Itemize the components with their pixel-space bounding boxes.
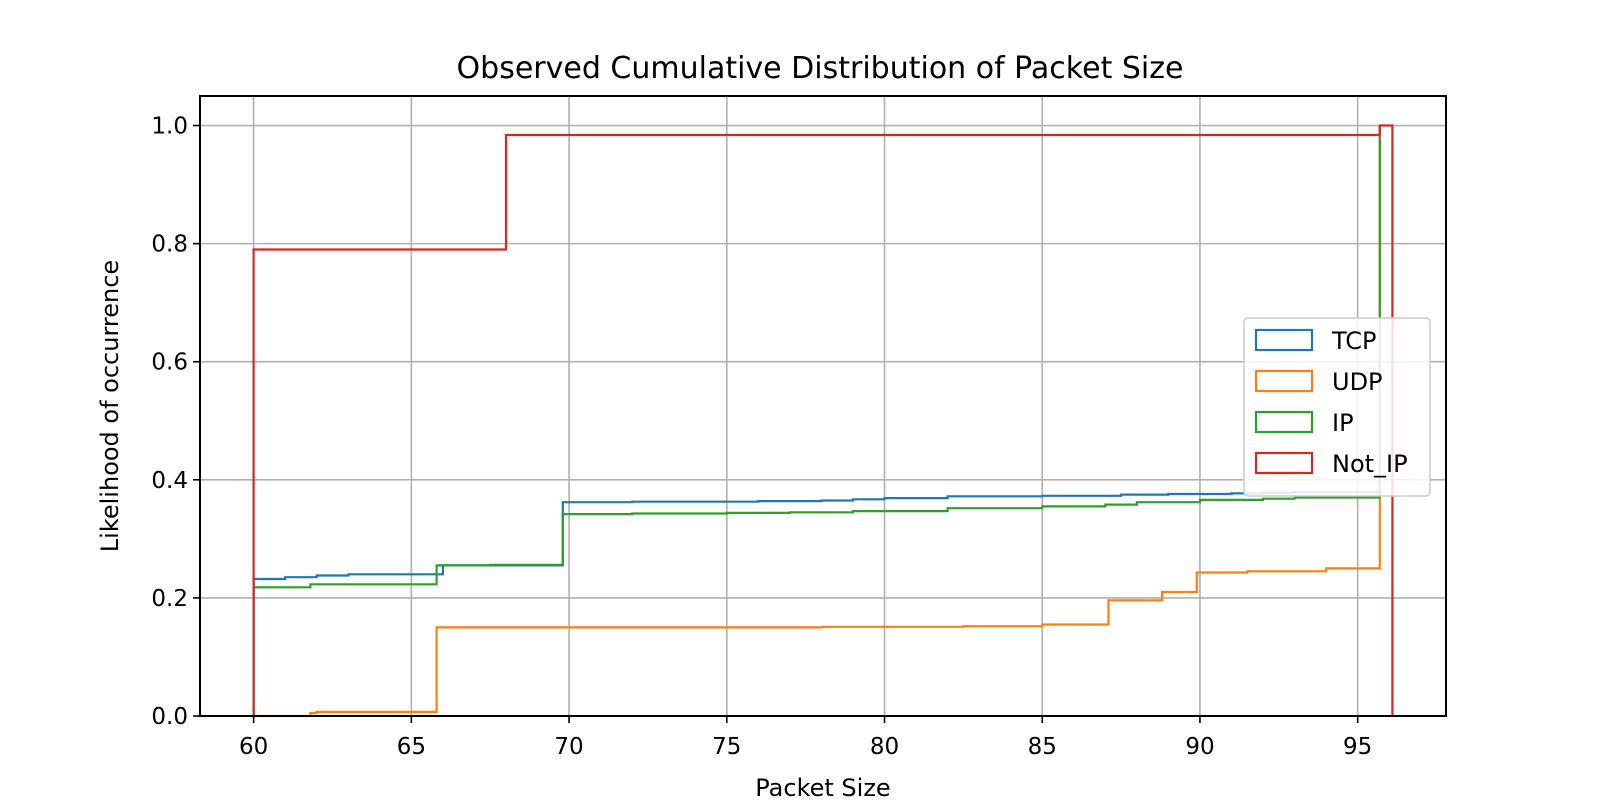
series-line-not-ip xyxy=(252,124,1394,716)
y-tick-label: 1.0 xyxy=(151,114,188,140)
x-tick-label: 65 xyxy=(397,734,426,760)
y-tick-label: 0.0 xyxy=(151,704,188,730)
series-line-ip xyxy=(252,125,1381,716)
series-line-udp xyxy=(253,125,1381,718)
x-tick-label: 70 xyxy=(554,734,583,760)
y-tick-label: 0.8 xyxy=(151,232,188,258)
x-tick-label: 75 xyxy=(712,734,741,760)
x-tick-label: 60 xyxy=(239,734,268,760)
y-tick-label: 0.6 xyxy=(151,350,188,376)
legend: TCP UDP IP Not_IP xyxy=(1243,317,1431,497)
legend-label-ip: IP xyxy=(1332,409,1354,437)
legend-label-udp: UDP xyxy=(1332,368,1383,396)
series-group xyxy=(252,124,1394,718)
ticks: 60 65 70 75 80 85 90 95 0.0 0.2 0.4 0.6 0.8 1.0 xyxy=(151,114,1372,760)
legend-swatch-not-ip xyxy=(1254,451,1314,475)
series-line-tcp xyxy=(252,491,1381,716)
legend-box xyxy=(1243,317,1431,497)
legend-label-not-ip: Not_IP xyxy=(1332,450,1408,478)
y-tick-label: 0.2 xyxy=(151,586,188,612)
x-tick-label: 85 xyxy=(1028,734,1057,760)
x-axis-label: Packet Size xyxy=(755,774,890,800)
legend-swatch-ip xyxy=(1254,410,1314,434)
chart-title: Observed Cumulative Distribution of Pack… xyxy=(457,51,1184,86)
x-tick-label: 90 xyxy=(1185,734,1214,760)
legend-swatch-tcp xyxy=(1254,328,1314,352)
legend-swatch-udp xyxy=(1254,369,1314,393)
x-tick-label: 95 xyxy=(1343,734,1372,760)
y-axis-label: Likelihood of occurrence xyxy=(96,260,124,552)
legend-label-tcp: TCP xyxy=(1331,327,1376,355)
y-tick-label: 0.4 xyxy=(151,468,188,494)
x-tick-label: 80 xyxy=(870,734,899,760)
plot-frame xyxy=(199,95,1447,717)
